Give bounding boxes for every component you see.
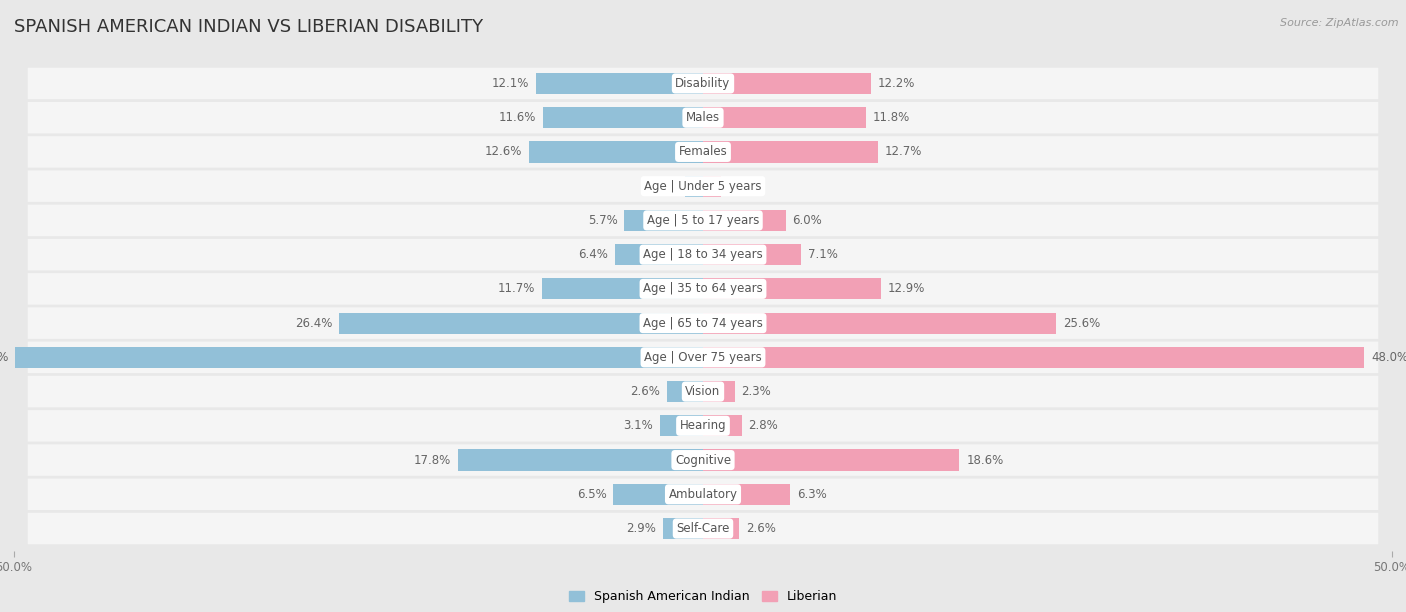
Bar [703,141,877,163]
Text: 1.3%: 1.3% [728,180,758,193]
FancyBboxPatch shape [28,307,1378,339]
Text: 6.3%: 6.3% [797,488,827,501]
Text: Ambulatory: Ambulatory [668,488,738,501]
Bar [536,73,703,94]
Bar [703,347,1364,368]
Text: 2.3%: 2.3% [741,385,772,398]
Bar [703,518,738,539]
Text: 12.7%: 12.7% [884,146,922,159]
Text: 1.3%: 1.3% [648,180,678,193]
FancyBboxPatch shape [28,376,1378,408]
Text: Males: Males [686,111,720,124]
Bar [703,73,872,94]
Text: Age | Under 5 years: Age | Under 5 years [644,180,762,193]
Text: 12.9%: 12.9% [887,282,925,296]
Bar [339,313,703,334]
FancyBboxPatch shape [28,136,1378,168]
Text: 12.2%: 12.2% [877,77,915,90]
Bar [541,278,703,299]
Bar [614,244,703,265]
FancyBboxPatch shape [28,341,1378,373]
Text: 12.1%: 12.1% [492,77,530,90]
Bar [703,107,866,129]
FancyBboxPatch shape [28,513,1378,544]
Bar [543,107,703,129]
Text: 11.7%: 11.7% [498,282,534,296]
Text: Self-Care: Self-Care [676,522,730,535]
Text: 49.9%: 49.9% [0,351,8,364]
Text: Disability: Disability [675,77,731,90]
Bar [703,278,880,299]
FancyBboxPatch shape [28,102,1378,133]
FancyBboxPatch shape [28,444,1378,476]
Text: 11.6%: 11.6% [499,111,536,124]
Text: 11.8%: 11.8% [873,111,910,124]
FancyBboxPatch shape [28,410,1378,442]
Bar [458,449,703,471]
Bar [668,381,703,402]
Text: 6.5%: 6.5% [576,488,606,501]
Bar [703,244,801,265]
Bar [661,415,703,436]
Text: Females: Females [679,146,727,159]
Bar [624,210,703,231]
FancyBboxPatch shape [28,479,1378,510]
Text: Age | Over 75 years: Age | Over 75 years [644,351,762,364]
Text: 25.6%: 25.6% [1063,316,1099,330]
Text: 5.7%: 5.7% [588,214,617,227]
FancyBboxPatch shape [28,204,1378,236]
Text: Source: ZipAtlas.com: Source: ZipAtlas.com [1281,18,1399,28]
Text: 2.8%: 2.8% [748,419,778,432]
FancyBboxPatch shape [28,68,1378,99]
Bar [685,176,703,197]
FancyBboxPatch shape [28,170,1378,202]
Bar [530,141,703,163]
Text: 6.0%: 6.0% [793,214,823,227]
FancyBboxPatch shape [28,273,1378,305]
Text: Hearing: Hearing [679,419,727,432]
Bar [15,347,703,368]
Text: 2.9%: 2.9% [626,522,657,535]
Bar [613,483,703,505]
Bar [703,176,721,197]
Text: 7.1%: 7.1% [807,248,838,261]
Text: 2.6%: 2.6% [630,385,661,398]
Bar [703,415,741,436]
Text: Age | 35 to 64 years: Age | 35 to 64 years [643,282,763,296]
Text: 6.4%: 6.4% [578,248,607,261]
Bar [703,313,1056,334]
Bar [703,483,790,505]
Text: 48.0%: 48.0% [1371,351,1406,364]
Text: Vision: Vision [685,385,721,398]
Text: 3.1%: 3.1% [624,419,654,432]
Text: Cognitive: Cognitive [675,453,731,466]
Bar [703,210,786,231]
Bar [664,518,703,539]
Text: 17.8%: 17.8% [413,453,451,466]
Text: 26.4%: 26.4% [295,316,332,330]
Text: SPANISH AMERICAN INDIAN VS LIBERIAN DISABILITY: SPANISH AMERICAN INDIAN VS LIBERIAN DISA… [14,18,484,36]
Text: 18.6%: 18.6% [966,453,1004,466]
Bar [703,381,735,402]
Text: Age | 18 to 34 years: Age | 18 to 34 years [643,248,763,261]
Text: Age | 5 to 17 years: Age | 5 to 17 years [647,214,759,227]
Text: 2.6%: 2.6% [745,522,776,535]
Bar [703,449,959,471]
FancyBboxPatch shape [28,239,1378,271]
Text: Age | 65 to 74 years: Age | 65 to 74 years [643,316,763,330]
Text: 12.6%: 12.6% [485,146,523,159]
Legend: Spanish American Indian, Liberian: Spanish American Indian, Liberian [564,585,842,608]
